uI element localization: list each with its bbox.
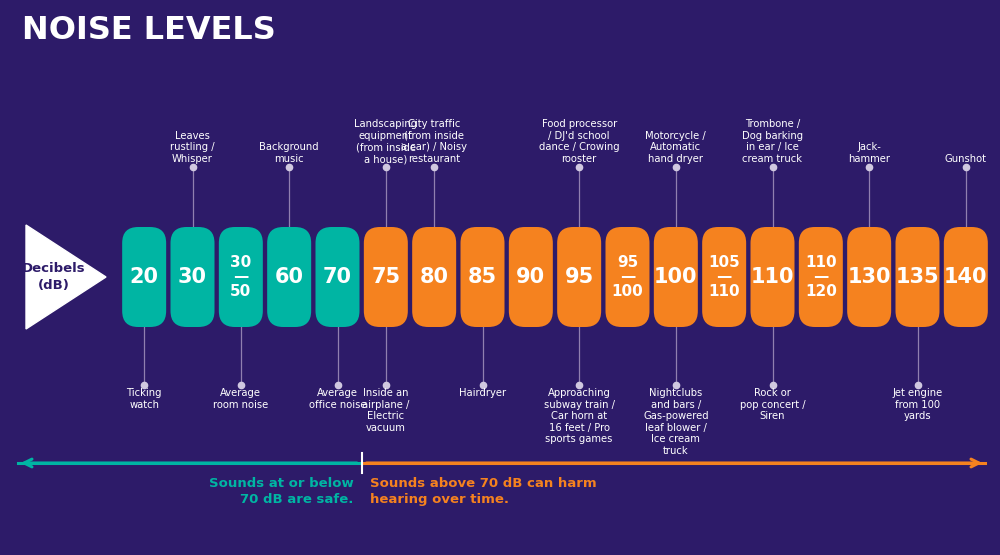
FancyBboxPatch shape bbox=[364, 227, 408, 327]
Text: 30
—
50: 30 — 50 bbox=[230, 255, 251, 299]
Text: Landscaping
equipment
(from inside
a house): Landscaping equipment (from inside a hou… bbox=[354, 119, 417, 164]
Text: 100: 100 bbox=[654, 267, 698, 287]
Text: Jet engine
from 100
yards: Jet engine from 100 yards bbox=[892, 388, 943, 421]
FancyBboxPatch shape bbox=[170, 227, 214, 327]
FancyBboxPatch shape bbox=[316, 227, 360, 327]
Text: Ticking
watch: Ticking watch bbox=[126, 388, 162, 410]
Polygon shape bbox=[26, 225, 106, 329]
Text: Jack-
hammer: Jack- hammer bbox=[848, 143, 890, 164]
FancyBboxPatch shape bbox=[896, 227, 940, 327]
FancyBboxPatch shape bbox=[654, 227, 698, 327]
Text: Gunshot: Gunshot bbox=[945, 154, 987, 164]
Text: 30: 30 bbox=[178, 267, 207, 287]
FancyBboxPatch shape bbox=[461, 227, 505, 327]
FancyBboxPatch shape bbox=[847, 227, 891, 327]
Text: Motorcycle /
Automatic
hand dryer: Motorcycle / Automatic hand dryer bbox=[645, 131, 706, 164]
Text: Food processor
/ DJ'd school
dance / Crowing
rooster: Food processor / DJ'd school dance / Cro… bbox=[539, 119, 619, 164]
Text: Average
room noise: Average room noise bbox=[213, 388, 268, 410]
Text: 85: 85 bbox=[468, 267, 497, 287]
Text: 80: 80 bbox=[420, 267, 449, 287]
FancyBboxPatch shape bbox=[702, 227, 746, 327]
Text: 70: 70 bbox=[323, 267, 352, 287]
Text: 60: 60 bbox=[275, 267, 304, 287]
FancyBboxPatch shape bbox=[412, 227, 456, 327]
Text: 75: 75 bbox=[371, 267, 400, 287]
Text: 105
—
110: 105 — 110 bbox=[708, 255, 740, 299]
FancyBboxPatch shape bbox=[509, 227, 553, 327]
Text: Sounds at or below
70 dB are safe.: Sounds at or below 70 dB are safe. bbox=[209, 477, 354, 506]
Text: NOISE LEVELS: NOISE LEVELS bbox=[22, 15, 276, 46]
Text: Sounds above 70 dB can harm
hearing over time.: Sounds above 70 dB can harm hearing over… bbox=[370, 477, 596, 506]
Text: 130: 130 bbox=[847, 267, 891, 287]
FancyBboxPatch shape bbox=[606, 227, 650, 327]
FancyBboxPatch shape bbox=[219, 227, 263, 327]
FancyBboxPatch shape bbox=[267, 227, 311, 327]
FancyBboxPatch shape bbox=[944, 227, 988, 327]
Text: 95: 95 bbox=[565, 267, 594, 287]
Text: 90: 90 bbox=[516, 267, 545, 287]
Text: Trombone /
Dog barking
in ear / Ice
cream truck: Trombone / Dog barking in ear / Ice crea… bbox=[742, 119, 803, 164]
Text: 20: 20 bbox=[130, 267, 159, 287]
Text: 110
—
120: 110 — 120 bbox=[805, 255, 837, 299]
Text: 140: 140 bbox=[944, 267, 988, 287]
Text: 95
—
100: 95 — 100 bbox=[612, 255, 643, 299]
Text: City traffic
(from inside
a car) / Noisy
restaurant: City traffic (from inside a car) / Noisy… bbox=[401, 119, 467, 164]
Text: Decibels
(dB): Decibels (dB) bbox=[22, 263, 86, 291]
Text: Inside an
airplane /
Electric
vacuum: Inside an airplane / Electric vacuum bbox=[362, 388, 410, 433]
Text: Hairdryer: Hairdryer bbox=[459, 388, 506, 398]
FancyBboxPatch shape bbox=[750, 227, 794, 327]
FancyBboxPatch shape bbox=[557, 227, 601, 327]
Text: 110: 110 bbox=[751, 267, 794, 287]
Text: 135: 135 bbox=[896, 267, 939, 287]
Text: Background
music: Background music bbox=[259, 143, 319, 164]
Text: Approaching
subway train /
Car horn at
16 feet / Pro
sports games: Approaching subway train / Car horn at 1… bbox=[544, 388, 615, 445]
Text: Rock or
pop concert /
Siren: Rock or pop concert / Siren bbox=[740, 388, 805, 421]
FancyBboxPatch shape bbox=[799, 227, 843, 327]
Text: Leaves
rustling /
Whisper: Leaves rustling / Whisper bbox=[170, 131, 215, 164]
FancyBboxPatch shape bbox=[122, 227, 166, 327]
Text: Average
office noise: Average office noise bbox=[309, 388, 366, 410]
Text: Nightclubs
and bars /
Gas-powered
leaf blower /
Ice cream
truck: Nightclubs and bars / Gas-powered leaf b… bbox=[643, 388, 709, 456]
